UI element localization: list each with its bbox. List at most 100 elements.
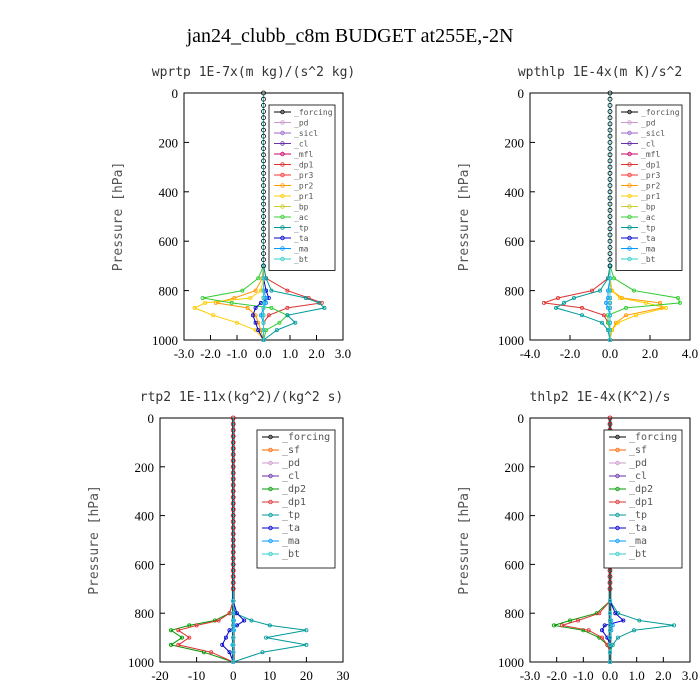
legend-marker xyxy=(627,256,632,262)
legend-entry: _forcing xyxy=(641,108,680,117)
legend-entry: _dp2 xyxy=(282,484,306,495)
data-point xyxy=(200,295,205,300)
legend-entry: _ta xyxy=(641,234,656,243)
zero-marker xyxy=(230,562,236,567)
zero-marker xyxy=(230,531,236,537)
data-point xyxy=(223,635,228,640)
data-point xyxy=(253,320,258,325)
zero-marker xyxy=(607,201,613,207)
data-point xyxy=(253,313,258,318)
zero-marker xyxy=(607,158,613,164)
data-point xyxy=(211,313,216,318)
data-point xyxy=(608,300,613,305)
legend-marker xyxy=(615,460,620,466)
legend-entry: _bp xyxy=(294,203,309,212)
y-tick-label: 800 xyxy=(135,606,155,621)
data-point xyxy=(608,313,613,318)
zero-marker xyxy=(261,257,266,263)
legend-entry: _cl xyxy=(294,140,309,149)
data-point xyxy=(612,276,617,281)
x-tick-label: 2.0 xyxy=(655,668,671,683)
data-point xyxy=(554,305,559,310)
data-point xyxy=(618,295,623,300)
data-point xyxy=(608,320,613,325)
legend-marker xyxy=(615,538,620,544)
zero-marker xyxy=(261,127,266,133)
data-point xyxy=(234,623,239,628)
zero-marker xyxy=(607,568,613,573)
legend-marker xyxy=(268,486,273,492)
y-tick-label: 800 xyxy=(159,284,179,299)
data-point xyxy=(608,623,613,628)
series-line-tp xyxy=(232,418,307,663)
legend-marker xyxy=(280,172,285,178)
y-axis-label: Pressure [hPa] xyxy=(457,485,472,595)
legend-marker xyxy=(280,256,285,262)
data-point xyxy=(261,288,266,293)
data-point xyxy=(227,650,232,655)
x-tick-label: -2.0 xyxy=(560,346,581,361)
data-point xyxy=(616,611,621,616)
x-tick-label: 0.0 xyxy=(602,346,618,361)
zero-marker xyxy=(261,238,266,244)
zero-marker xyxy=(230,519,236,525)
zero-marker xyxy=(230,421,236,427)
y-tick-label: 600 xyxy=(135,557,155,572)
series-line-tp xyxy=(263,93,326,341)
y-tick-label: 1000 xyxy=(498,655,524,670)
zero-marker xyxy=(607,220,613,226)
data-point xyxy=(602,623,607,628)
data-point xyxy=(261,300,266,305)
x-tick-label: -20 xyxy=(151,668,168,683)
legend-marker xyxy=(268,512,273,518)
series-line-ac xyxy=(202,93,289,341)
y-tick-label: 0 xyxy=(518,86,525,101)
y-axis-label: Pressure [hPa] xyxy=(111,162,126,272)
y-axis-label: Pressure [hPa] xyxy=(457,162,472,272)
legend-entry: _ma xyxy=(641,245,656,254)
zero-marker xyxy=(230,439,236,445)
data-point xyxy=(621,618,626,623)
panel-4: thlp2 1E-4x(K^2)/s Pressure [hPa] -3.0 -2.0… xyxy=(457,390,698,683)
data-point xyxy=(672,623,677,628)
data-point xyxy=(624,305,629,310)
data-point xyxy=(542,300,547,305)
legend-marker xyxy=(268,447,273,453)
legend-marker xyxy=(280,109,285,115)
data-point xyxy=(598,288,603,293)
data-point xyxy=(678,300,683,305)
zero-marker xyxy=(230,549,236,555)
zero-marker xyxy=(261,115,266,121)
data-point xyxy=(261,305,266,310)
data-point xyxy=(602,313,607,318)
data-point xyxy=(245,305,250,310)
data-point xyxy=(248,295,253,300)
data-point xyxy=(231,650,236,655)
data-point xyxy=(256,276,261,281)
data-point xyxy=(572,295,577,300)
figure-title: jan24_clubb_c8m BUDGET at255E,-2N xyxy=(186,25,514,47)
legend-box xyxy=(603,429,683,569)
data-point xyxy=(608,337,613,342)
data-point xyxy=(613,611,618,616)
legend-marker xyxy=(280,141,285,146)
zero-marker xyxy=(607,152,613,158)
legend-entry: _cl xyxy=(641,140,656,149)
x-tick-label: -1.0 xyxy=(227,346,248,361)
data-point xyxy=(562,300,567,305)
data-point xyxy=(600,628,605,633)
x-tick-label: 3.0 xyxy=(682,668,698,683)
data-point xyxy=(264,276,269,281)
legend-marker xyxy=(627,204,632,209)
data-point xyxy=(216,618,221,623)
zero-marker xyxy=(607,232,613,238)
data-point xyxy=(258,288,263,293)
data-point xyxy=(632,628,637,633)
zero-marker xyxy=(230,488,236,494)
zero-marker xyxy=(261,232,266,238)
data-point xyxy=(576,618,581,623)
data-point xyxy=(229,300,234,305)
data-point xyxy=(608,295,613,300)
zero-marker xyxy=(261,226,266,232)
x-tick-label: 2.0 xyxy=(308,346,324,361)
